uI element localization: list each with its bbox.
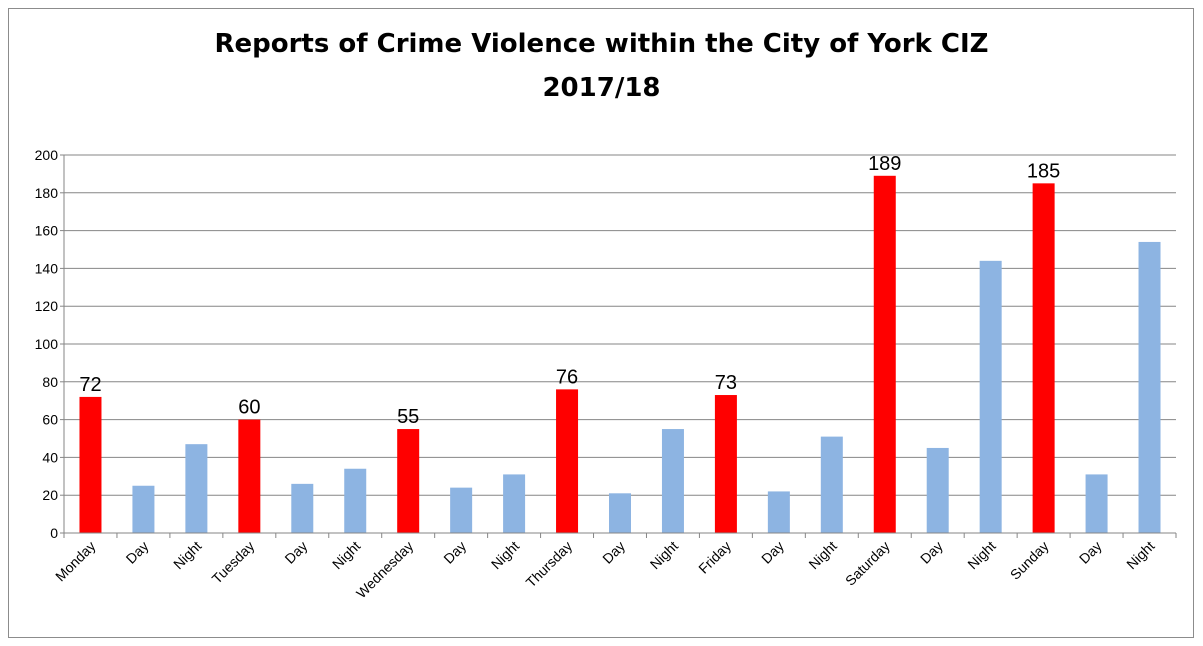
x-tick-label: Day (123, 538, 152, 567)
bar (291, 483, 314, 533)
x-tick-label: Tuesday (209, 538, 258, 587)
x-tick-label: Night (329, 538, 364, 573)
bar (820, 436, 843, 533)
bar (344, 468, 367, 533)
bar (1085, 474, 1108, 533)
bar (450, 487, 473, 533)
chart-title: Reports of Crime Violence within the Cit… (214, 29, 989, 59)
x-tick-label: Saturday (842, 538, 893, 589)
x-tick-label: Friday (695, 538, 734, 577)
x-tick-label: Monday (52, 538, 99, 585)
x-tick-label: Day (1076, 538, 1105, 567)
bar (185, 444, 208, 533)
x-tick-label: Wednesday (353, 538, 416, 601)
bar (556, 389, 579, 533)
y-tick-label: 40 (42, 449, 58, 465)
y-tick-label: 20 (42, 487, 58, 503)
x-tick-label: Day (281, 538, 310, 567)
chart-title-block: Reports of Crime Violence within the Cit… (0, 22, 1203, 110)
data-label: 76 (556, 366, 578, 388)
data-label: 185 (1027, 160, 1060, 182)
bar (132, 485, 155, 533)
x-tick-label: Night (806, 538, 841, 573)
chart-subtitle: 2017/18 (542, 73, 661, 103)
bar (767, 491, 790, 533)
bar (609, 493, 631, 533)
bar (661, 429, 684, 533)
y-tick-label: 60 (42, 412, 58, 428)
x-tick-label: Night (964, 538, 999, 573)
x-tick-label: Night (170, 538, 205, 573)
x-tick-label: Day (440, 538, 469, 567)
data-label: 60 (238, 397, 260, 419)
bar (1032, 183, 1055, 533)
y-tick-label: 80 (42, 374, 58, 390)
x-tick-label: Day (917, 538, 946, 567)
bar (926, 447, 949, 533)
y-tick-label: 140 (35, 260, 59, 276)
data-label: 189 (868, 153, 901, 175)
y-tick-label: 160 (35, 223, 59, 239)
data-label: 72 (79, 374, 101, 396)
bar (503, 474, 526, 533)
bar (979, 260, 1002, 533)
bar (238, 419, 261, 533)
x-tick-label: Thursday (523, 538, 576, 591)
x-tick-label: Sunday (1007, 538, 1052, 583)
y-tick-label: 120 (35, 298, 59, 314)
x-tick-label: Day (599, 538, 628, 567)
x-tick-label: Night (647, 538, 682, 573)
x-tick-label: Night (488, 538, 523, 573)
y-tick-label: 100 (35, 336, 59, 352)
bar (714, 395, 737, 533)
x-tick-label: Day (758, 538, 787, 567)
bar (873, 175, 896, 534)
y-tick-label: 180 (35, 185, 59, 201)
x-tick-label: Night (1123, 538, 1158, 573)
data-label: 55 (397, 406, 419, 428)
y-tick-label: 200 (35, 147, 59, 163)
bar (79, 396, 102, 533)
bar (1138, 241, 1161, 533)
bar (397, 429, 420, 533)
y-tick-label: 0 (50, 525, 58, 541)
data-label: 73 (715, 372, 737, 394)
